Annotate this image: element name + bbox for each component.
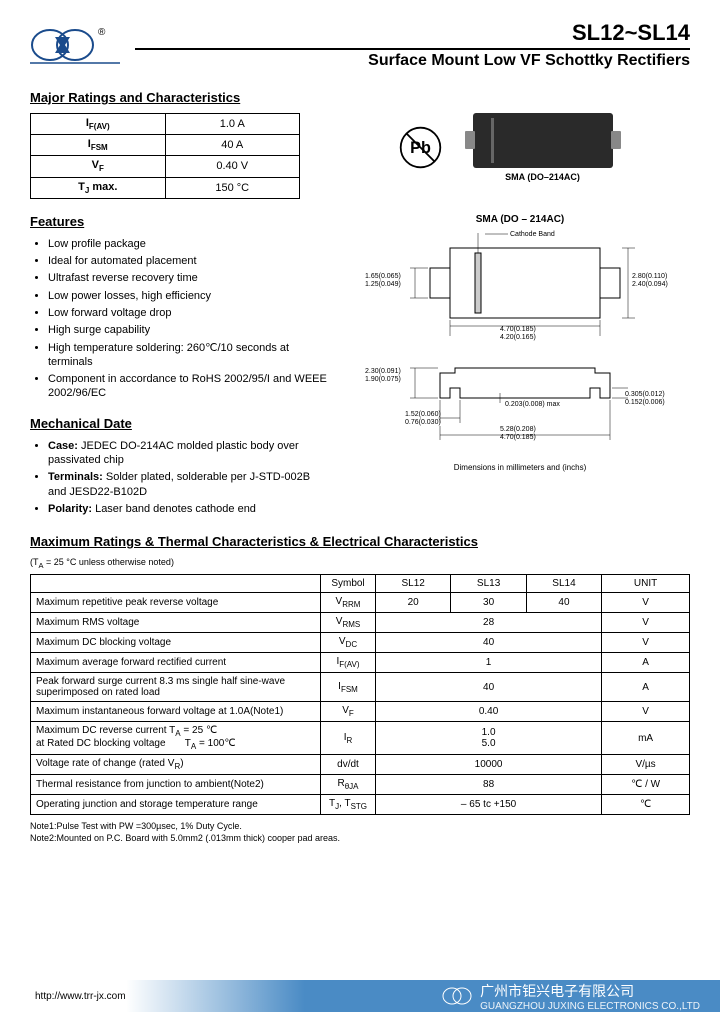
table-row: Maximum instantaneous forward voltage at… [31,702,690,722]
table-row: Maximum DC blocking voltage VDC 40 V [31,633,690,653]
notes: Note1:Pulse Test with PW =300µsec, 1% Du… [30,821,690,843]
package-image [473,113,613,168]
svg-text:4.70(0.185): 4.70(0.185) [500,326,536,333]
list-item: Ideal for automated placement [48,254,330,268]
package-diagram: SMA (DO – 214AC) Cathode Band 1.65(0.065… [350,199,690,519]
svg-text:Cathode Band: Cathode Band [510,231,555,238]
note-text: Note2:Mounted on P.C. Board with 5.0mm2 … [30,833,690,843]
section-features: Features [30,214,330,229]
mechanical-list: Case: JEDEC DO-214AC molded plastic body… [30,439,330,516]
svg-text:4.20(0.165): 4.20(0.165) [500,334,536,341]
section-max-ratings: Maximum Ratings & Thermal Characteristic… [30,534,690,549]
list-item: Terminals: Solder plated, solderable per… [48,470,330,499]
list-item: Polarity: Laser band denotes cathode end [48,502,330,516]
svg-text:0.152(0.006): 0.152(0.006) [625,399,665,406]
list-item: Case: JEDEC DO-214AC molded plastic body… [48,439,330,468]
dimensions-note: Dimensions in millimeters and (inchs) [350,463,690,472]
footer-brand: 广州市钜兴电子有限公司 GUANGZHOU JUXING ELECTRONICS… [126,980,720,1012]
svg-text:5.28(0.208): 5.28(0.208) [500,426,536,433]
table-row: Maximum DC reverse current TA = 25 ℃ at … [31,722,690,755]
package-label: SMA (DO–214AC) [473,172,613,182]
product-title: Surface Mount Low VF Schottky Rectifiers [135,48,690,70]
characteristics-table: Symbol SL12 SL13 SL14 UNIT Maximum repet… [30,574,690,815]
svg-text:1.25(0.049): 1.25(0.049) [365,281,401,288]
list-item: High surge capability [48,323,330,337]
pb-free-icon: Pb [398,125,443,170]
title-area: SL12~SL14 Surface Mount Low VF Schottky … [135,20,690,70]
svg-text:2.30(0.091): 2.30(0.091) [365,368,401,375]
header: ® SL12~SL14 Surface Mount Low VF Schottk… [30,20,690,75]
svg-text:1.65(0.065): 1.65(0.065) [365,273,401,280]
list-item: High temperature soldering: 260℃/10 seco… [48,341,330,370]
table-row: Peak forward surge current 8.3 ms single… [31,673,690,702]
svg-text:2.80(0.110): 2.80(0.110) [632,273,667,280]
table-row: Operating junction and storage temperatu… [31,795,690,815]
svg-text:1.90(0.075): 1.90(0.075) [365,376,401,383]
ta-note: (TA = 25 °C unless otherwise noted) [30,557,690,570]
list-item: Component in accordance to RoHS 2002/95/… [48,372,330,401]
footer-logo-icon [442,986,472,1006]
section-major-ratings: Major Ratings and Characteristics [30,90,690,105]
svg-text:0.203(0.008) max: 0.203(0.008) max [505,401,560,408]
table-row: Thermal resistance from junction to ambi… [31,775,690,795]
list-item: Low profile package [48,237,330,251]
note-text: Note1:Pulse Test with PW =300µsec, 1% Du… [30,821,690,831]
list-item: Low forward voltage drop [48,306,330,320]
diagram-title: SMA (DO – 214AC) [350,214,690,225]
table-row: Maximum repetitive peak reverse voltage … [31,593,690,613]
registered-mark: ® [98,27,106,38]
table-row: Maximum average forward rectified curren… [31,653,690,673]
svg-text:2.40(0.094): 2.40(0.094) [632,281,668,288]
features-list: Low profile package Ideal for automated … [30,237,330,401]
ratings-table: IF(AV)1.0 A IFSM40 A VF0.40 V TJ max.150… [30,113,300,199]
list-item: Ultrafast reverse recovery time [48,271,330,285]
product-code: SL12~SL14 [135,20,690,46]
svg-text:0.305(0.012): 0.305(0.012) [625,391,665,398]
svg-text:1.52(0.060): 1.52(0.060) [405,411,441,418]
svg-text:0.76(0.030): 0.76(0.030) [405,419,441,426]
footer: http://www.trr-jx.com 广州市钜兴电子有限公司 GUANGZ… [0,980,720,1012]
footer-url: http://www.trr-jx.com [0,991,126,1002]
company-logo: ® [30,20,125,68]
table-row: Maximum RMS voltage VRMS 28 V [31,613,690,633]
table-row: Voltage rate of change (rated VR) dv/dt … [31,755,690,775]
list-item: Low power losses, high efficiency [48,289,330,303]
section-mechanical: Mechanical Date [30,416,330,431]
